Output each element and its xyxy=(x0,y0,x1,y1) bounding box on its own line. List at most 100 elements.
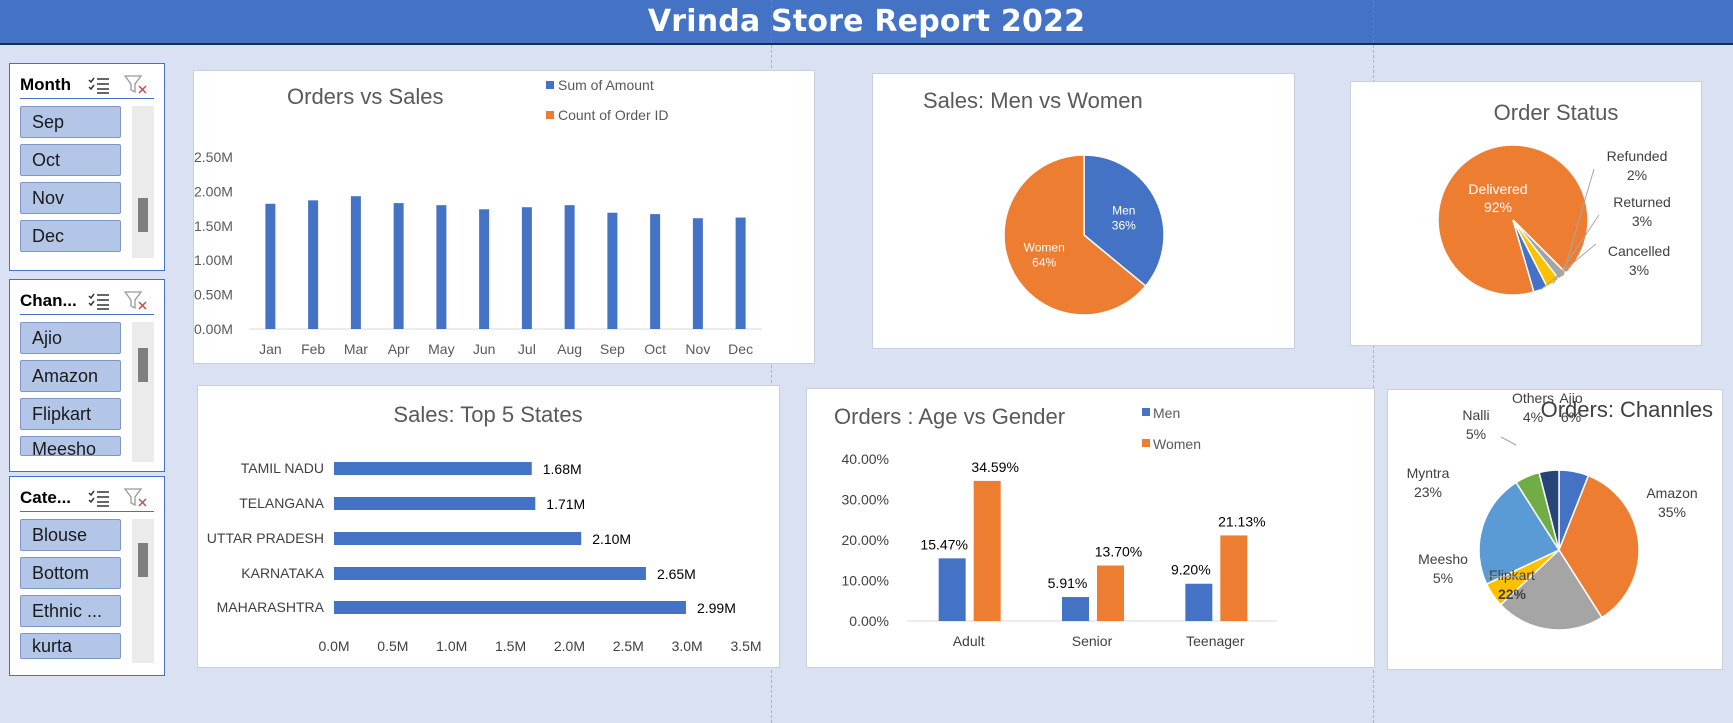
bar xyxy=(308,200,319,329)
legend-label: Men xyxy=(1153,405,1180,421)
slicer-scrollbar[interactable] xyxy=(132,519,154,663)
slicer-title: Month xyxy=(20,75,71,94)
slicer-item[interactable]: Oct xyxy=(20,144,121,176)
x-tick-label: Nov xyxy=(685,341,710,357)
slicer-item[interactable]: Blouse xyxy=(20,519,121,551)
x-tick-label: Aug xyxy=(557,341,582,357)
age-gender-panel[interactable]: Orders : Age vs Gender Men Women 0.00% 10.00… xyxy=(806,388,1375,668)
slice-value: 22% xyxy=(1498,586,1527,602)
slice-value: 6% xyxy=(1561,409,1581,425)
x-tick-label: Senior xyxy=(1072,633,1113,649)
page-break-line xyxy=(1373,0,1374,723)
bar xyxy=(265,203,276,329)
x-tick-label: 0.5M xyxy=(377,638,408,654)
x-tick-label: Apr xyxy=(388,341,410,357)
bar xyxy=(334,567,646,580)
data-label: 1.71M xyxy=(546,496,585,512)
slicer-item[interactable]: Flipkart xyxy=(20,398,121,430)
bar xyxy=(393,203,404,329)
order-status-panel[interactable]: Order Status Delivered 92% Refunded 2% Return… xyxy=(1350,81,1702,346)
y-tick-label: UTTAR PRADESH xyxy=(207,530,324,546)
slicer-title: Cate... xyxy=(20,488,72,507)
slice-label: Men xyxy=(1112,203,1135,217)
x-tick-label: 3.0M xyxy=(672,638,703,654)
legend-swatch xyxy=(1142,408,1150,416)
data-label: 34.59% xyxy=(971,459,1018,475)
scroll-thumb[interactable] xyxy=(138,348,148,382)
x-tick-label: 1.0M xyxy=(436,638,467,654)
chart-title: Order Status xyxy=(1494,100,1619,125)
data-label: 2.99M xyxy=(697,600,736,616)
orders-channels-panel[interactable]: Orders: Channles Ajio 6% Amazon 35% Flipkart 2… xyxy=(1387,389,1723,670)
slice-value: 5% xyxy=(1466,426,1486,442)
bar xyxy=(564,205,575,329)
clear-filter-icon[interactable] xyxy=(124,74,148,96)
legend-label: Sum of Amount xyxy=(558,77,654,93)
y-tick-label: 30.00% xyxy=(842,492,889,508)
x-tick-label: Mar xyxy=(344,341,368,357)
slice-label: Meesho xyxy=(1418,551,1468,567)
slicer-item[interactable]: Nov xyxy=(20,182,121,214)
sales-men-women-panel[interactable]: Sales: Men vs Women Men 36% Women 64% xyxy=(872,73,1295,349)
y-tick-label: TAMIL NADU xyxy=(241,460,324,476)
slicer-item[interactable]: Dec xyxy=(20,220,121,252)
slice-value: 36% xyxy=(1112,218,1136,232)
slice-label: Others xyxy=(1512,390,1554,406)
y-tick-label: 2.00M xyxy=(194,183,233,199)
bar xyxy=(334,601,686,614)
slicer-scrollbar[interactable] xyxy=(132,106,154,258)
slice-label: Refunded xyxy=(1607,148,1668,164)
slicer-item[interactable]: Sep xyxy=(20,106,121,138)
legend-label: Women xyxy=(1153,436,1201,452)
y-tick-label: KARNATAKA xyxy=(241,565,324,581)
bar xyxy=(350,196,361,329)
orders-vs-sales-chart: Orders vs Sales Sum of Amount Count of Ord… xyxy=(194,77,762,357)
bar xyxy=(938,558,966,621)
slice-value: 23% xyxy=(1414,484,1442,500)
x-tick-label: May xyxy=(428,341,454,357)
x-tick-label: 2.5M xyxy=(613,638,644,654)
scroll-thumb[interactable] xyxy=(138,198,148,232)
category-slicer[interactable]: Cate... Blouse Bottom Ethnic ... kurta xyxy=(9,476,165,676)
top-states-panel[interactable]: Sales: Top 5 States TAMIL NADU 1.68M TELANG… xyxy=(197,385,780,668)
data-label: 2.65M xyxy=(657,566,696,582)
slicer-item[interactable]: Meesho xyxy=(20,436,121,456)
scroll-thumb[interactable] xyxy=(138,543,148,577)
y-tick-label: 2.50M xyxy=(194,149,233,165)
x-tick-label: 3.5M xyxy=(730,638,761,654)
legend-swatch xyxy=(546,81,554,89)
month-slicer[interactable]: Month Sep Oct Nov Dec xyxy=(9,63,165,271)
x-tick-label: 2.0M xyxy=(554,638,585,654)
leader-line xyxy=(1540,243,1597,291)
y-tick-label: 0.00% xyxy=(849,613,889,629)
leader-line xyxy=(1487,575,1524,578)
legend-swatch xyxy=(1142,439,1150,447)
slice-label: Flipkart xyxy=(1489,567,1535,583)
slicer-item[interactable]: Ajio xyxy=(20,322,121,354)
bar xyxy=(1185,583,1213,621)
slicer-item[interactable]: Bottom xyxy=(20,557,121,589)
slice-label: Nalli xyxy=(1462,407,1489,423)
leader-line xyxy=(1500,436,1517,446)
bar xyxy=(334,497,536,510)
multi-select-icon[interactable] xyxy=(88,489,110,507)
multi-select-icon[interactable] xyxy=(88,76,110,94)
y-tick-label: 1.50M xyxy=(194,218,233,234)
slicer-item[interactable]: kurta xyxy=(20,633,121,659)
slicer-scrollbar[interactable] xyxy=(132,322,154,462)
pie-slice xyxy=(1083,154,1165,288)
data-label: 5.91% xyxy=(1048,575,1088,591)
clear-filter-icon[interactable] xyxy=(124,487,148,509)
data-label: 1.68M xyxy=(543,461,582,477)
slicer-item[interactable]: Ethnic ... xyxy=(20,595,121,627)
multi-select-icon[interactable] xyxy=(88,292,110,310)
channel-slicer[interactable]: Chan... Ajio Amazon Flipkart Meesho xyxy=(9,279,165,472)
slice-label: Women xyxy=(1024,241,1065,255)
x-tick-label: 1.5M xyxy=(495,638,526,654)
leader-line xyxy=(1552,214,1600,284)
slicer-item[interactable]: Amazon xyxy=(20,360,121,392)
clear-filter-icon[interactable] xyxy=(124,290,148,312)
orders-vs-sales-panel[interactable]: Orders vs Sales Sum of Amount Count of Ord… xyxy=(193,70,815,364)
